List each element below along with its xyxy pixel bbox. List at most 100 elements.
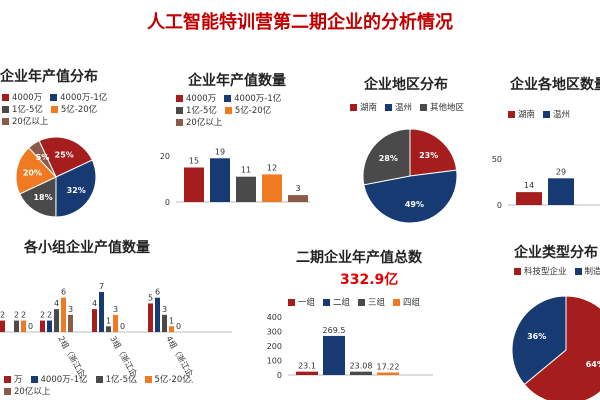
legend-swatch xyxy=(543,111,551,118)
pie-slice xyxy=(15,147,57,195)
bar xyxy=(155,297,160,332)
bar xyxy=(99,292,104,332)
legend-label: 4000万 xyxy=(12,93,43,103)
region-pie: 23% 49% 28% xyxy=(362,128,458,224)
legend-item: 湖南 xyxy=(508,109,535,121)
bar xyxy=(68,314,73,332)
y-tick-label: 100 xyxy=(267,357,282,366)
chart-title: 二期企业年产值总数 xyxy=(296,250,422,266)
legend-label: 湖南 xyxy=(518,110,536,120)
legend-label: 4000万 xyxy=(186,94,217,104)
y-tick-label: 400 xyxy=(267,313,282,322)
legend-item: 20亿以上 xyxy=(4,386,50,398)
bar xyxy=(262,174,282,202)
legend-swatch xyxy=(508,111,515,118)
legend-label: 四组 xyxy=(403,298,421,308)
legend-item: 四组 xyxy=(393,297,420,309)
legend: 一组 二组 三组 四组 xyxy=(288,297,448,309)
bar xyxy=(0,320,5,332)
legend-swatch xyxy=(50,94,58,101)
pie-slice xyxy=(363,169,458,224)
bar xyxy=(40,320,45,332)
bar-value-label: 29 xyxy=(556,167,566,176)
type-pie: 64% 36% xyxy=(511,295,600,400)
legend-label: 20亿以上 xyxy=(186,118,223,128)
bar xyxy=(288,195,308,202)
bar-value-label: 2 xyxy=(40,311,45,320)
legend-label: 5亿-20亿 xyxy=(60,105,98,115)
pie-label: 32% xyxy=(67,186,86,195)
legend-swatch xyxy=(224,107,232,114)
pie-slice xyxy=(19,176,57,218)
bar-value-label: 7 xyxy=(99,282,104,291)
legend-label: 湖南 xyxy=(360,103,378,113)
bar xyxy=(47,320,52,332)
legend-swatch xyxy=(176,107,183,114)
legend-item: 三组 xyxy=(358,297,385,309)
legend-item: 4000万 xyxy=(2,92,42,104)
legend-label: 1亿-5亿 xyxy=(12,105,43,115)
legend-swatch xyxy=(176,95,183,102)
legend-item: 温州 xyxy=(385,102,412,114)
legend-item: 1亿-5亿 xyxy=(95,374,137,386)
bar xyxy=(516,192,542,205)
pie-slice xyxy=(523,295,600,400)
group-total-panel: 二期企业年产值总数 332.9亿 一组 二组 三组 四组 0 100 200 300 400 2… xyxy=(258,232,448,400)
bar-value-label: 3 xyxy=(68,305,73,314)
legend-label: 三组 xyxy=(368,298,386,308)
legend: 科技型企业 制造 xyxy=(514,266,600,278)
legend-item: 湖南 xyxy=(350,102,377,114)
bar xyxy=(296,371,318,375)
legend-item: 20亿以上 xyxy=(2,116,48,128)
legend-label: 1亿-5亿 xyxy=(105,375,137,385)
pie-slice xyxy=(28,140,57,178)
bar xyxy=(210,158,230,202)
bar xyxy=(350,371,372,375)
legend-item: 科技型企业 xyxy=(514,266,567,278)
bar-value-label: 0 xyxy=(28,322,33,331)
total-value: 332.9亿 xyxy=(340,272,399,288)
bar xyxy=(54,309,59,332)
chart-title: 企业地区分布 xyxy=(364,77,448,93)
legend-swatch xyxy=(574,268,582,275)
bar xyxy=(323,335,345,375)
legend-swatch xyxy=(288,299,295,306)
page-title: 人工智能特训营第二期企业的分析情况 xyxy=(147,12,453,33)
legend-item: 一组 xyxy=(288,297,315,309)
legend-item: 5亿-20亿 xyxy=(224,105,271,117)
bar xyxy=(236,176,256,202)
bar-value-label: 3 xyxy=(113,305,118,314)
legend-swatch xyxy=(2,94,9,101)
y-tick-label: 50 xyxy=(492,155,502,164)
bar xyxy=(92,309,97,332)
y-tick-label: 0 xyxy=(165,198,170,207)
y-tick-label: 200 xyxy=(267,342,282,351)
legend-item: 其他地区 xyxy=(420,102,464,114)
legend-swatch xyxy=(30,376,38,383)
type-panel: 企业类型分布 科技型企业 制造 64% 36% xyxy=(496,232,600,400)
legend-label: 1亿-5亿 xyxy=(186,106,217,116)
bar-value-label: 2 xyxy=(14,311,19,320)
legend-item: 4000万-1亿 xyxy=(224,93,281,105)
legend-swatch xyxy=(144,376,152,383)
group-total-bar-chart: 0 100 200 300 400 23.1 269.5 23.08 17.22 xyxy=(267,313,433,380)
bar-value-label: 4 xyxy=(54,299,59,308)
legend-swatch xyxy=(224,95,232,102)
bar-value-label: 1 xyxy=(169,316,174,325)
legend: 湖南 温州 其他地区 xyxy=(350,102,480,114)
legend-label: 4000万-1亿 xyxy=(60,93,108,103)
legend-swatch xyxy=(350,104,357,111)
legend-label: 万 xyxy=(14,375,23,385)
bar xyxy=(184,167,204,202)
legend-label: 温州 xyxy=(553,110,571,120)
region-count-bar-chart: 0 50 14 29 xyxy=(492,155,600,210)
bar-value-label: 11 xyxy=(241,166,251,175)
legend: 湖南 温州 xyxy=(508,109,600,121)
bar xyxy=(169,326,174,332)
pie-slice xyxy=(362,128,411,186)
bar-value-label: 23.08 xyxy=(350,362,373,371)
pie-label: 23% xyxy=(419,151,438,160)
chart-title: 企业年产值数量 xyxy=(188,73,286,89)
legend-label: 4000万-1亿 xyxy=(40,375,88,385)
legend: 万 4000万-1亿 1亿-5亿 5亿-20亿 20亿以上 xyxy=(4,374,232,398)
